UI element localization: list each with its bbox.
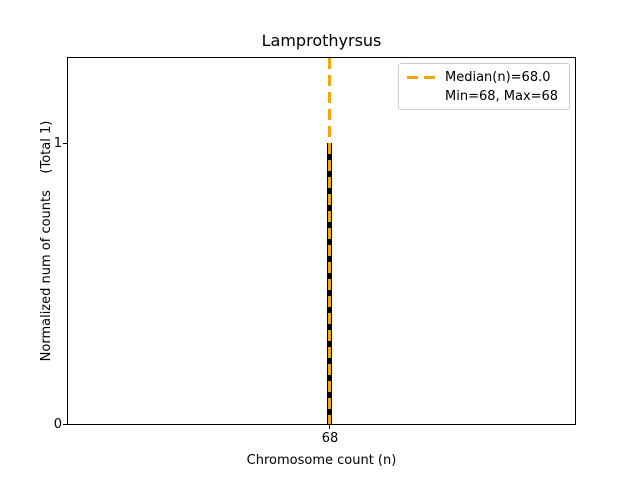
x-tick-label-68: 68	[321, 431, 339, 446]
y-tick-label-0: 0	[53, 417, 62, 432]
y-axis-label: Normalized num of counts (Total 1)	[39, 120, 54, 362]
chart-title: Lamprothyrsus	[261, 31, 382, 50]
legend-row-median: Median(n)=68.0	[407, 68, 561, 87]
y-tick-mark-1	[63, 143, 67, 144]
x-axis-label: Chromosome count (n)	[246, 453, 397, 468]
legend-row-minmax: Min=68, Max=68	[407, 87, 561, 106]
y-tick-label-1: 1	[53, 136, 62, 151]
legend: Median(n)=68.0 Min=68, Max=68	[398, 63, 570, 110]
x-tick-mark-68	[329, 425, 330, 429]
legend-label-minmax: Min=68, Max=68	[445, 88, 559, 104]
y-tick-mark-0	[63, 424, 67, 425]
legend-label-median: Median(n)=68.0	[445, 69, 551, 85]
median-line-swatch-icon	[407, 75, 435, 79]
median-dashed-line	[328, 58, 331, 424]
blank-swatch	[407, 95, 435, 98]
plot-area: Median(n)=68.0 Min=68, Max=68	[67, 57, 576, 425]
